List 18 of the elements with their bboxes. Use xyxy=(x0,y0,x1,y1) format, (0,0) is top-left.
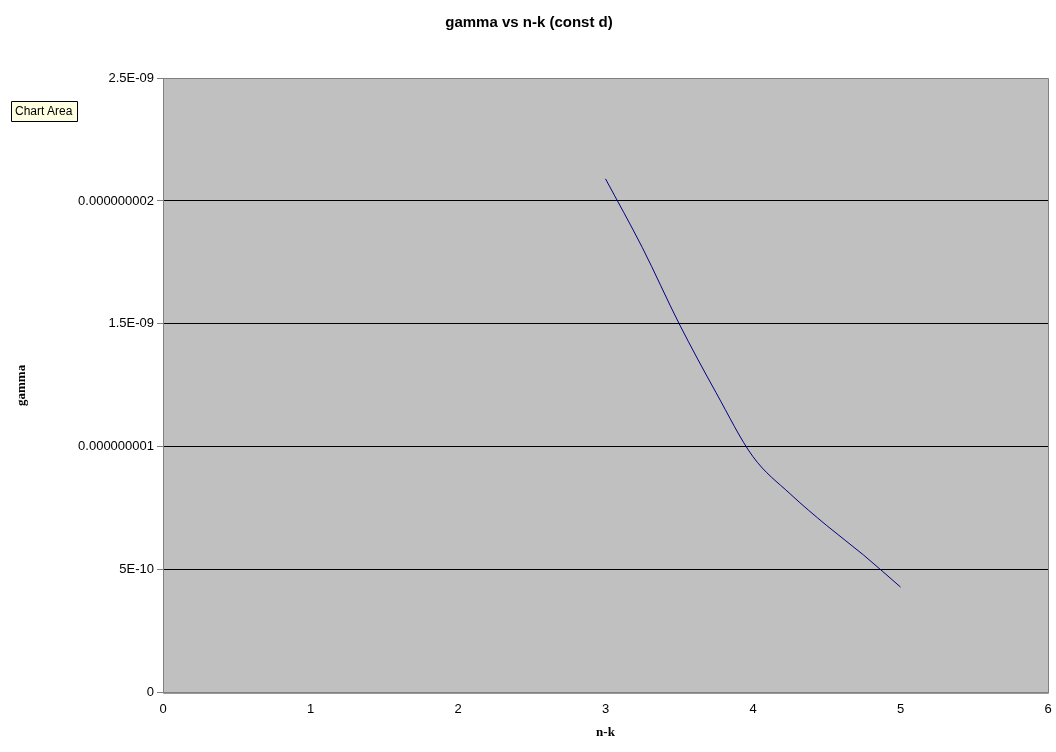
y-axis-title: gamma xyxy=(13,364,29,406)
y-tick-label: 1.5E-09 xyxy=(108,315,154,331)
y-tick-label: 0 xyxy=(146,684,154,700)
x-tick-label: 4 xyxy=(749,701,757,717)
x-tick-label: 5 xyxy=(896,701,905,717)
x-tick-label: 0 xyxy=(159,701,167,717)
x-tick-label: 3 xyxy=(601,701,610,717)
y-tick-label: 2.5E-09 xyxy=(108,69,154,85)
y-tick-label: 0.000000001 xyxy=(78,438,154,454)
line-series xyxy=(605,178,901,588)
y-tick-label: 5E-10 xyxy=(119,561,154,577)
x-axis-title: n-k xyxy=(596,723,616,739)
x-tick-label: 1 xyxy=(306,701,315,717)
x-tick-label: 6 xyxy=(1044,701,1052,717)
x-tick-label: 2 xyxy=(454,701,462,717)
chart-title: gamma vs n-k (const d) xyxy=(445,13,613,31)
text: Chart Area xyxy=(15,104,73,119)
y-tick-label: 0.000000002 xyxy=(78,192,154,208)
